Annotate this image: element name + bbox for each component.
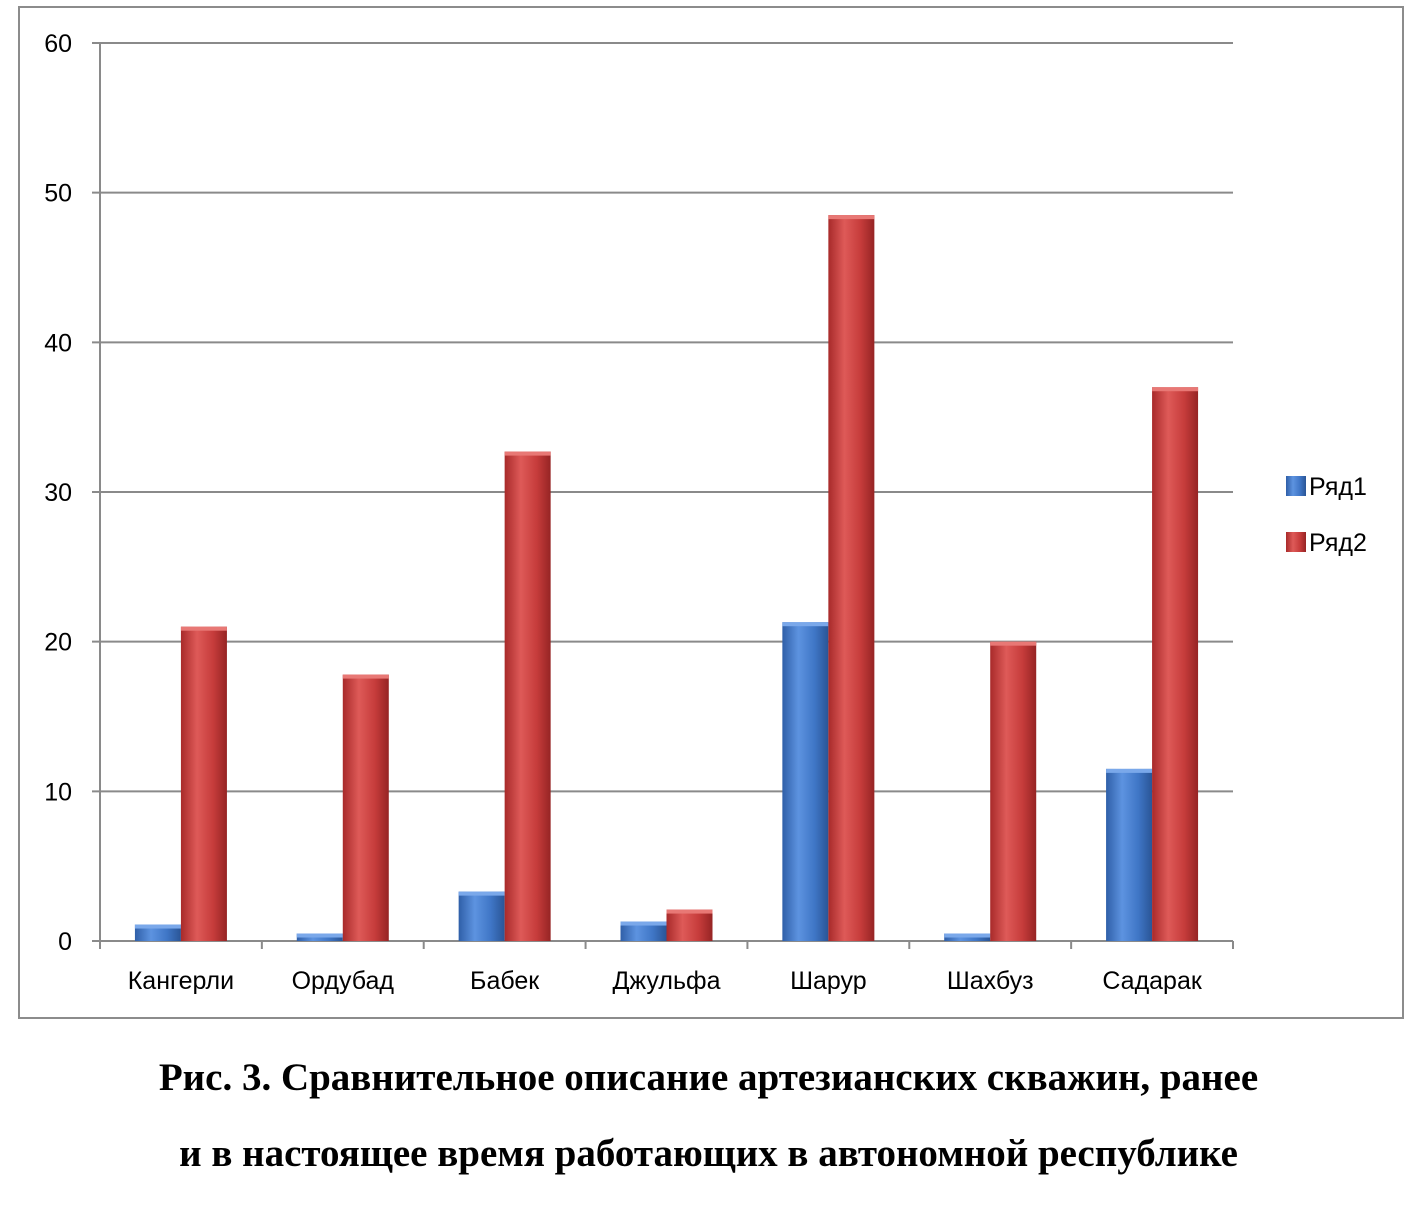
bar-Ряд2-Кангерли	[180, 626, 227, 941]
bar-Ряд1-Кангерли	[134, 924, 181, 941]
y-tick-label-30: 30	[44, 479, 72, 507]
legend-swatch-Ряд1	[1286, 476, 1306, 496]
bar-cap-Ряд1-Ордубад	[296, 933, 343, 938]
x-tick-label-Кангерли: Кангерли	[128, 967, 234, 995]
figure-caption: Рис. 3. Сравнительное описание артезианс…	[0, 1040, 1417, 1192]
bar-cap-Ряд1-Шарур	[782, 622, 829, 627]
caption-line-2: и в настоящее время работающих в автоном…	[179, 1132, 1238, 1175]
bar-Ряд2-Садарак	[1152, 387, 1199, 941]
bar-Ряд2-Ордубад	[342, 674, 389, 941]
bar-cap-Ряд1-Бабек	[458, 891, 505, 896]
bar-cap-Ряд2-Садарак	[1152, 387, 1199, 392]
x-tick-label-Бабек: Бабек	[470, 967, 540, 995]
bar-Ряд2-Джульфа	[666, 909, 713, 941]
y-tick-label-20: 20	[44, 629, 72, 657]
bar-Ряд2-Шарур	[828, 215, 875, 941]
x-tick-label-Садарак: Садарак	[1102, 967, 1203, 995]
bar-cap-Ряд2-Шарур	[828, 215, 875, 220]
bar-Ряд2-Шахбуз	[990, 641, 1037, 941]
caption-line-1: Рис. 3. Сравнительное описание артезианс…	[158, 1056, 1259, 1099]
bar-cap-Ряд2-Бабек	[504, 451, 551, 456]
y-tick-label-50: 50	[44, 180, 72, 208]
x-tick-label-Ордубад: Ордубад	[292, 967, 395, 995]
bar-cap-Ряд1-Шахбуз	[944, 933, 991, 938]
bar-chart: 0 10 20 30 40 50 60 Кангерли Ордубад Бабек Джульфа…	[44, 30, 1367, 995]
y-tick-label-0: 0	[58, 928, 72, 956]
bar-Ряд2-Бабек	[504, 451, 551, 941]
bar-Ряд1-Бабек	[458, 891, 505, 941]
legend-label-Ряд1: Ряд1	[1309, 473, 1367, 501]
bar-cap-Ряд2-Ордубад	[342, 674, 389, 679]
y-tick-label-10: 10	[44, 778, 72, 806]
bar-Ряд1-Садарак	[1106, 768, 1153, 941]
legend-label-Ряд2: Ряд2	[1309, 529, 1367, 557]
bar-cap-Ряд1-Джульфа	[620, 921, 667, 926]
bar-cap-Ряд1-Кангерли	[134, 924, 181, 929]
x-tick-label-Джульфа: Джульфа	[613, 967, 721, 995]
bar-cap-Ряд2-Джульфа	[666, 909, 713, 914]
bar-cap-Ряд2-Шахбуз	[990, 641, 1037, 646]
bar-Ряд1-Джульфа	[620, 921, 667, 941]
legend-swatch-Ряд2	[1286, 532, 1306, 552]
bar-cap-Ряд2-Кангерли	[180, 626, 227, 631]
bar-cap-Ряд1-Садарак	[1106, 768, 1153, 773]
bar-Ряд1-Шарур	[782, 622, 829, 941]
y-tick-label-60: 60	[44, 30, 72, 58]
y-tick-label-40: 40	[44, 329, 72, 357]
x-tick-label-Шарур: Шарур	[790, 967, 867, 995]
x-tick-label-Шахбуз: Шахбуз	[947, 967, 1034, 995]
